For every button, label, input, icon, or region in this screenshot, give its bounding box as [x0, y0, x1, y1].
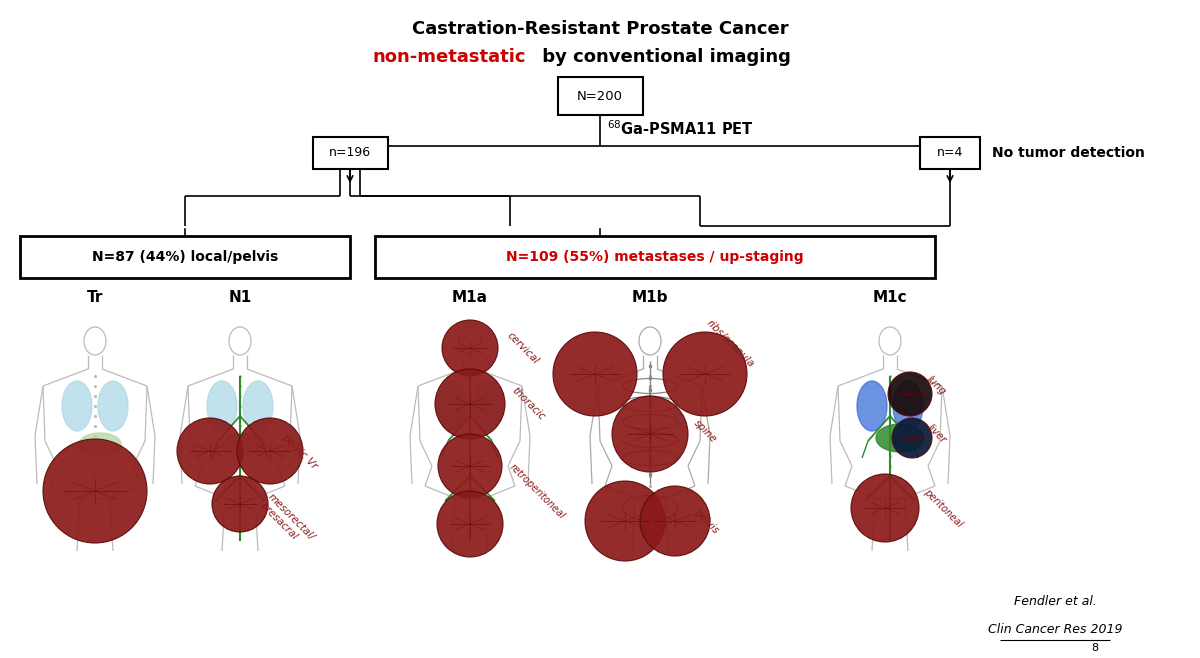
Bar	[20, 236, 350, 278]
Text: thoracic: thoracic	[510, 386, 547, 422]
Circle shape	[662, 332, 746, 416]
Circle shape	[442, 320, 498, 376]
Text: M1a: M1a	[452, 290, 488, 305]
Text: pelvis: pelvis	[692, 507, 720, 535]
Circle shape	[437, 491, 503, 557]
Ellipse shape	[876, 424, 924, 452]
Text: retroperitoneal: retroperitoneal	[508, 461, 568, 520]
Circle shape	[851, 474, 919, 542]
Text: N=109 (55%) metastases / up-staging: N=109 (55%) metastases / up-staging	[506, 250, 804, 264]
Text: non-metastatic: non-metastatic	[372, 48, 526, 66]
Text: liver: liver	[925, 422, 948, 445]
Circle shape	[892, 418, 932, 458]
Ellipse shape	[98, 381, 128, 431]
Text: ribs/scapula: ribs/scapula	[706, 318, 756, 370]
Text: Castration-Resistant Prostate Cancer: Castration-Resistant Prostate Cancer	[412, 20, 788, 38]
Ellipse shape	[206, 381, 236, 431]
Circle shape	[553, 332, 637, 416]
Circle shape	[238, 418, 302, 484]
Ellipse shape	[857, 381, 887, 431]
Circle shape	[640, 486, 710, 556]
Text: spine: spine	[692, 418, 719, 444]
Text: N=200: N=200	[577, 89, 623, 103]
Text: n=196: n=196	[329, 147, 371, 159]
Ellipse shape	[893, 381, 923, 431]
Ellipse shape	[437, 381, 467, 431]
Ellipse shape	[62, 381, 92, 431]
Text: N=87 (44%) local/pelvis: N=87 (44%) local/pelvis	[92, 250, 278, 264]
Circle shape	[178, 418, 242, 484]
Circle shape	[438, 434, 502, 498]
Text: Tr: Tr	[86, 290, 103, 305]
Text: cervical: cervical	[505, 330, 541, 366]
Ellipse shape	[79, 433, 121, 455]
Ellipse shape	[473, 381, 503, 431]
Circle shape	[436, 369, 505, 439]
Text: n=4: n=4	[937, 147, 964, 159]
Circle shape	[612, 396, 688, 472]
Text: Clin Cancer Res 2019: Clin Cancer Res 2019	[988, 623, 1122, 636]
Bar	[920, 137, 980, 169]
Text: peritoneal: peritoneal	[922, 487, 965, 529]
Text: Fendler et al.: Fendler et al.	[1014, 595, 1097, 608]
Text: $^{68}$Ga-PSMA11 PET: $^{68}$Ga-PSMA11 PET	[606, 119, 754, 138]
Text: lung: lung	[925, 374, 948, 397]
Text: 8: 8	[1092, 643, 1098, 653]
Text: mesorectal/
presacral: mesorectal/ presacral	[258, 492, 317, 550]
Bar	[312, 137, 388, 169]
Circle shape	[212, 476, 268, 532]
Circle shape	[586, 481, 665, 561]
Text: M1b: M1b	[631, 290, 668, 305]
Bar	[558, 77, 642, 115]
Ellipse shape	[224, 433, 266, 455]
Circle shape	[888, 372, 932, 416]
Text: M1c: M1c	[872, 290, 907, 305]
Bar	[374, 236, 935, 278]
Text: No tumor detection: No tumor detection	[992, 146, 1145, 160]
Text: N1: N1	[228, 290, 252, 305]
Ellipse shape	[242, 381, 274, 431]
Text: pelvic Vr: pelvic Vr	[280, 432, 319, 470]
Text: by conventional imaging: by conventional imaging	[536, 48, 791, 66]
Circle shape	[43, 439, 148, 543]
